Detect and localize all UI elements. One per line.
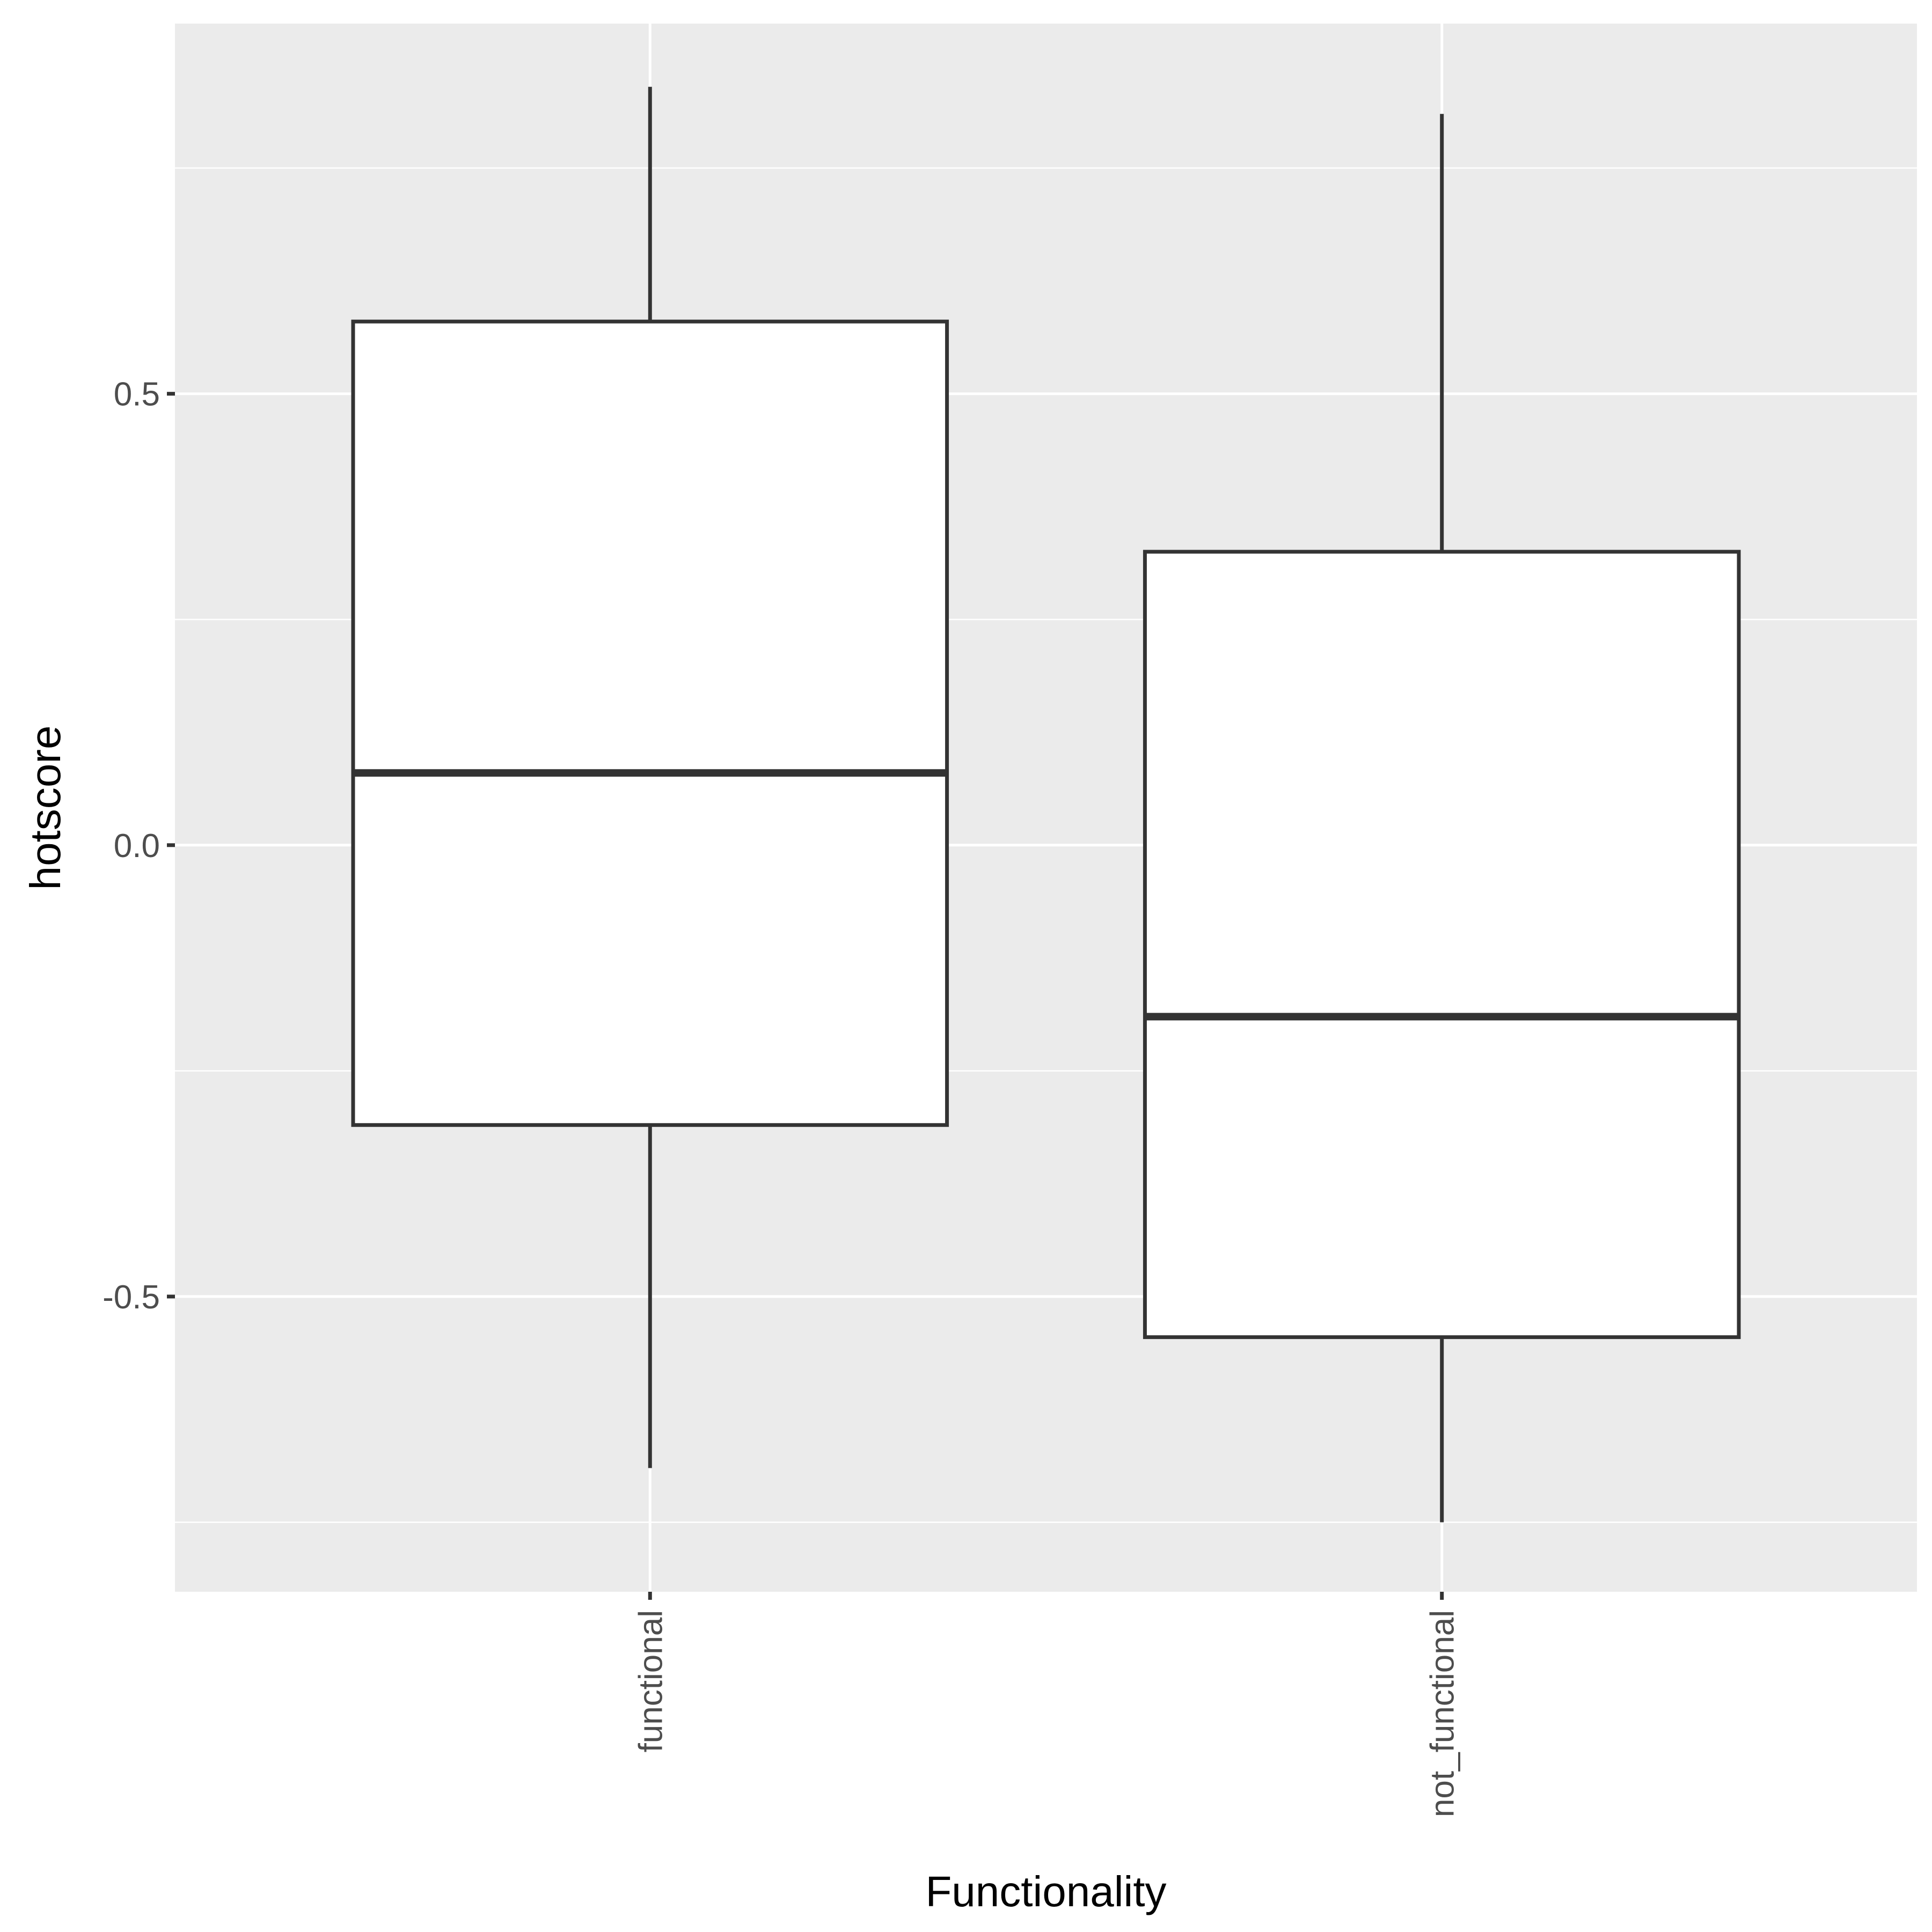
boxes [351,86,1741,1523]
x-tick-label: functional [632,1610,669,1752]
y-axis-title: hotscore [21,726,69,890]
x-tick-label: not_functional [1424,1610,1461,1817]
y-tick-label: 0.0 [114,828,160,865]
box-iqr [1143,550,1741,1340]
x-axis-title: Functionality [925,1868,1166,1915]
y-tick-label: 0.5 [114,376,160,413]
box-functional [351,86,949,1468]
box-iqr [351,319,949,1127]
y-tick-label: -0.5 [103,1279,160,1316]
box-not_functional [1143,114,1741,1523]
y-axis: -0.5 0.0 0.5 [103,376,175,1316]
x-axis: functional not_functional [632,1592,1461,1817]
